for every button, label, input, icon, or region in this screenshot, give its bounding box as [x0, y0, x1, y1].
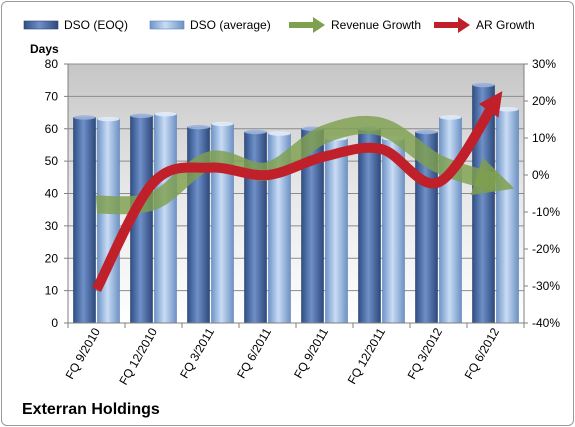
- bar-cap-0-1: [130, 113, 153, 119]
- y2-tick-label: -20%: [532, 242, 560, 256]
- bar-dso-eoq-0: [73, 117, 96, 324]
- y-tick-label: 50: [45, 154, 59, 168]
- legend-item-2: Revenue Growth: [289, 17, 421, 33]
- bar-dso-average-4: [325, 138, 348, 324]
- y2-axis-ticks: -40% -30% -20% -10% 0% 10% 20% 30%: [524, 57, 560, 330]
- x-tick-label: FQ 9/2011: [291, 325, 331, 381]
- x-tick-label: FQ 12/2011: [345, 325, 389, 386]
- y-axis-label: Days: [30, 42, 59, 56]
- y-tick-label: 60: [45, 122, 59, 136]
- bar-dso-eoq-5: [358, 128, 381, 324]
- legend-arrow-icon: [289, 17, 325, 33]
- bar-cap-0-0: [73, 115, 96, 120]
- y2-tick-label: 10%: [532, 131, 556, 145]
- ar-growth-line: [92, 91, 503, 293]
- y2-tick-label: -40%: [532, 316, 560, 330]
- bar-cap-1-2: [211, 121, 234, 127]
- bar-cap-1-1: [154, 111, 177, 117]
- legend-item-3: AR Growth: [434, 17, 535, 33]
- x-tick-label: FQ 6/2011: [234, 325, 274, 381]
- x-tick-label: FQ 6/2012: [462, 325, 503, 381]
- legend-item-0: DSO (EOQ): [23, 18, 128, 32]
- bar-cap-1-6: [439, 115, 462, 120]
- y-tick-label: 40: [45, 187, 59, 201]
- x-axis-ticks: FQ 9/2010 FQ 12/2010 FQ 3/2011 FQ 6/2011 FQ …: [63, 323, 525, 387]
- y-tick-label: 70: [45, 89, 59, 103]
- y-tick-label: 0: [51, 316, 58, 330]
- revenue-growth-line: [95, 115, 515, 215]
- bar-cap-0-7: [472, 82, 495, 88]
- y2-tick-label: 20%: [532, 94, 556, 108]
- y-tick-label: 20: [45, 251, 59, 265]
- legend-label: Revenue Growth: [331, 18, 421, 32]
- bar-dso-average-7: [496, 109, 519, 324]
- x-tick-label: FQ 3/2011: [177, 325, 217, 381]
- y-tick-label: 30: [45, 219, 59, 233]
- legend-label: AR Growth: [476, 18, 535, 32]
- bar-cap-0-2: [187, 124, 210, 130]
- legend-arrow-icon: [434, 17, 470, 33]
- y-axis-ticks: 0 10 20 30 40 50 60 70 80: [45, 57, 68, 330]
- y2-tick-label: -30%: [532, 279, 560, 293]
- bar-dso-average-1: [154, 113, 177, 324]
- chart-title: Exterran Holdings: [22, 401, 160, 418]
- legend-swatch: [23, 20, 59, 30]
- legend-item-1: DSO (average): [149, 18, 271, 32]
- legend-swatch: [149, 20, 185, 30]
- x-tick-label: FQ 3/2012: [405, 325, 446, 381]
- y-tick-label: 10: [45, 284, 59, 298]
- y2-tick-label: -10%: [532, 205, 560, 219]
- y2-tick-label: 0%: [532, 168, 550, 182]
- bar-cap-1-7: [496, 107, 519, 112]
- bar-dso-average-0: [97, 118, 120, 324]
- bar-dso-average-6: [439, 117, 462, 324]
- bar-cap-1-3: [268, 131, 291, 136]
- x-tick-label: FQ 9/2010: [63, 325, 104, 381]
- bar-cap-0-3: [244, 129, 267, 135]
- legend-label: DSO (EOQ): [64, 18, 128, 32]
- growth-lines: [92, 91, 515, 293]
- x-tick-label: FQ 12/2010: [116, 325, 160, 387]
- y-tick-label: 80: [45, 57, 59, 71]
- bar-cap-0-6: [415, 129, 438, 135]
- legend: DSO (EOQ) DSO (average) Revenue Growth AR G…: [23, 17, 535, 33]
- legend-label: DSO (average): [190, 18, 271, 32]
- y2-tick-label: 30%: [532, 57, 556, 71]
- bar-cap-1-0: [97, 116, 120, 122]
